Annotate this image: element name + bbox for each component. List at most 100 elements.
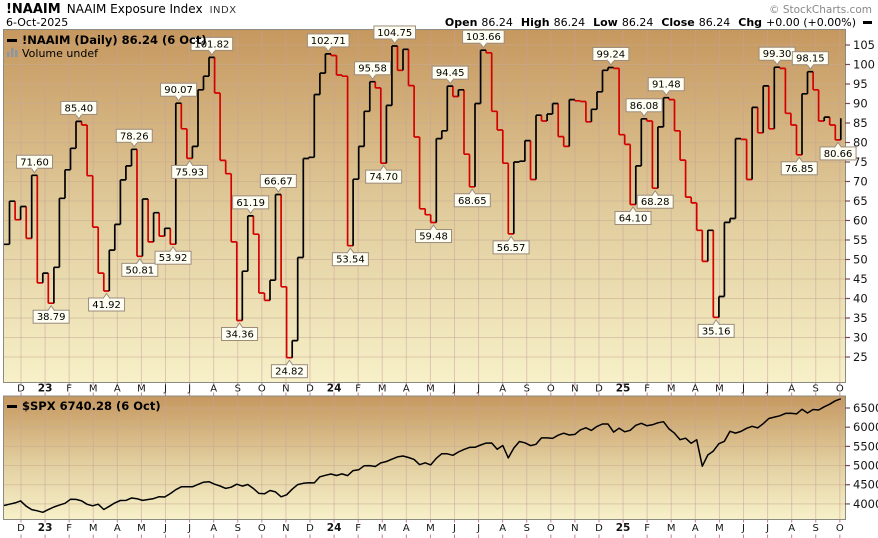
svg-text:85.40: 85.40 [65, 103, 94, 114]
chart-title: NAAIM Exposure Index [66, 2, 203, 16]
x-axis-label-top: A [788, 384, 795, 395]
y-axis-label: 45 [853, 272, 868, 286]
x-axis-label-top: J [765, 384, 769, 395]
svg-text:59.48: 59.48 [419, 232, 448, 243]
chart-date: 6-Oct-2025 [6, 16, 69, 29]
x-axis-label-bottom: J [163, 523, 167, 534]
annotation-callout: 98.15 [791, 51, 829, 71]
x-axis-label-top: F [355, 384, 361, 395]
svg-text:90.07: 90.07 [164, 85, 193, 96]
x-axis-label-bottom: 23 [38, 522, 53, 534]
x-axis-label-bottom: A [499, 523, 506, 534]
y-axis-label: 95 [853, 77, 868, 91]
annotation-callout: 75.93 [171, 159, 209, 179]
spx-panel-bg [4, 396, 845, 519]
x-axis-label-top: J [163, 384, 167, 395]
y-axis-label: 30 [853, 331, 868, 345]
volume-bars-icon [7, 47, 18, 60]
annotation-callout: 24.82 [270, 359, 308, 379]
svg-text:50.81: 50.81 [125, 265, 154, 276]
svg-text:76.85: 76.85 [785, 164, 814, 175]
naaim-panel-border [3, 29, 846, 383]
y-axis-label: 6000 [853, 420, 878, 434]
x-axis-label-top: D [306, 384, 314, 395]
x-axis-label-top: M [426, 384, 435, 395]
svg-text:75.93: 75.93 [175, 167, 204, 178]
naaim-panel-bg [4, 30, 845, 382]
y-axis-label: 80 [853, 136, 868, 150]
svg-text:64.10: 64.10 [619, 214, 648, 225]
annotation-callout: 59.48 [415, 224, 453, 244]
svg-text:101.82: 101.82 [194, 39, 229, 50]
annotation-callout: 74.70 [365, 164, 403, 184]
copyright-label: © StockCharts.com [769, 4, 872, 16]
symbol: !NAAIM [6, 2, 61, 17]
x-axis-label-top: S [524, 384, 530, 395]
low-label: Low [593, 16, 618, 29]
svg-text:68.28: 68.28 [641, 197, 670, 208]
x-axis-label-top: S [813, 384, 819, 395]
annotation-callout: 78.26 [115, 128, 153, 148]
x-axis-label-bottom: J [765, 523, 769, 534]
open-label: Open [444, 16, 478, 29]
y-axis-label: 50 [853, 253, 868, 267]
volume-legend-text: Volume undef [22, 47, 98, 60]
x-axis-label-bottom: F [355, 523, 361, 534]
x-axis-label-bottom: A [210, 523, 217, 534]
x-axis-label-top: D [17, 384, 25, 395]
x-axis-label-bottom: A [692, 523, 699, 534]
y-axis-label: 85 [853, 116, 868, 130]
x-axis-label-top: M [378, 384, 387, 395]
annotation-callout: 85.40 [60, 100, 98, 120]
annotation-callout: 53.54 [331, 247, 369, 267]
y-axis-label: 6500 [853, 401, 878, 415]
annotation-callout: 101.82 [190, 36, 234, 56]
x-axis-label-bottom: M [89, 523, 98, 534]
x-axis-label-top: O [836, 384, 844, 395]
svg-text:53.54: 53.54 [336, 255, 365, 266]
x-axis-label-top: M [715, 384, 724, 395]
x-axis-label-top: 23 [38, 383, 53, 395]
svg-text:98.15: 98.15 [796, 54, 825, 65]
x-axis-label-bottom: D [17, 523, 25, 534]
spx-legend-text: $SPX 6740.28 (6 Oct) [22, 399, 161, 413]
svg-text:56.57: 56.57 [497, 243, 526, 254]
annotation-callout: 91.48 [647, 77, 685, 97]
x-axis-label-bottom: 24 [327, 522, 342, 534]
svg-text:99.24: 99.24 [597, 49, 626, 60]
y-axis-label: 75 [853, 155, 868, 169]
spx-legend: $SPX 6740.28 (6 Oct) [7, 399, 161, 413]
svg-text:86.08: 86.08 [630, 101, 659, 112]
x-axis-label-top: J [187, 384, 191, 395]
close-label: Close [661, 16, 695, 29]
svg-text:103.66: 103.66 [466, 32, 501, 43]
annotation-callout: 76.85 [780, 156, 818, 176]
x-axis-label-top: A [114, 384, 121, 395]
x-axis-label-top: A [403, 384, 410, 395]
x-axis-label-bottom: M [378, 523, 387, 534]
high-value: 86.24 [553, 16, 586, 29]
svg-text:94.45: 94.45 [436, 68, 465, 79]
chg-label: Chg [738, 16, 763, 29]
x-axis-label-top: N [282, 384, 289, 395]
y-axis-label: 40 [853, 292, 868, 306]
annotation-callout: 50.81 [121, 257, 159, 277]
y-axis-label: 35 [853, 311, 868, 325]
x-axis-label-bottom: S [813, 523, 819, 534]
x-axis-label-bottom: O [258, 523, 266, 534]
svg-text:38.79: 38.79 [37, 312, 66, 323]
x-axis-label-bottom: M [715, 523, 724, 534]
x-axis-label-bottom: J [476, 523, 480, 534]
x-axis-label-top: J [452, 384, 456, 395]
y-axis-label: 5000 [853, 459, 878, 473]
svg-text:80.66: 80.66 [824, 149, 853, 160]
annotation-callout: 102.71 [306, 33, 350, 53]
y-axis-label: 60 [853, 214, 868, 228]
x-axis-label-bottom: J [452, 523, 456, 534]
x-axis-label-bottom: N [282, 523, 289, 534]
svg-text:99.30: 99.30 [763, 49, 792, 60]
svg-text:34.36: 34.36 [225, 329, 254, 340]
line-swatch [7, 38, 17, 42]
